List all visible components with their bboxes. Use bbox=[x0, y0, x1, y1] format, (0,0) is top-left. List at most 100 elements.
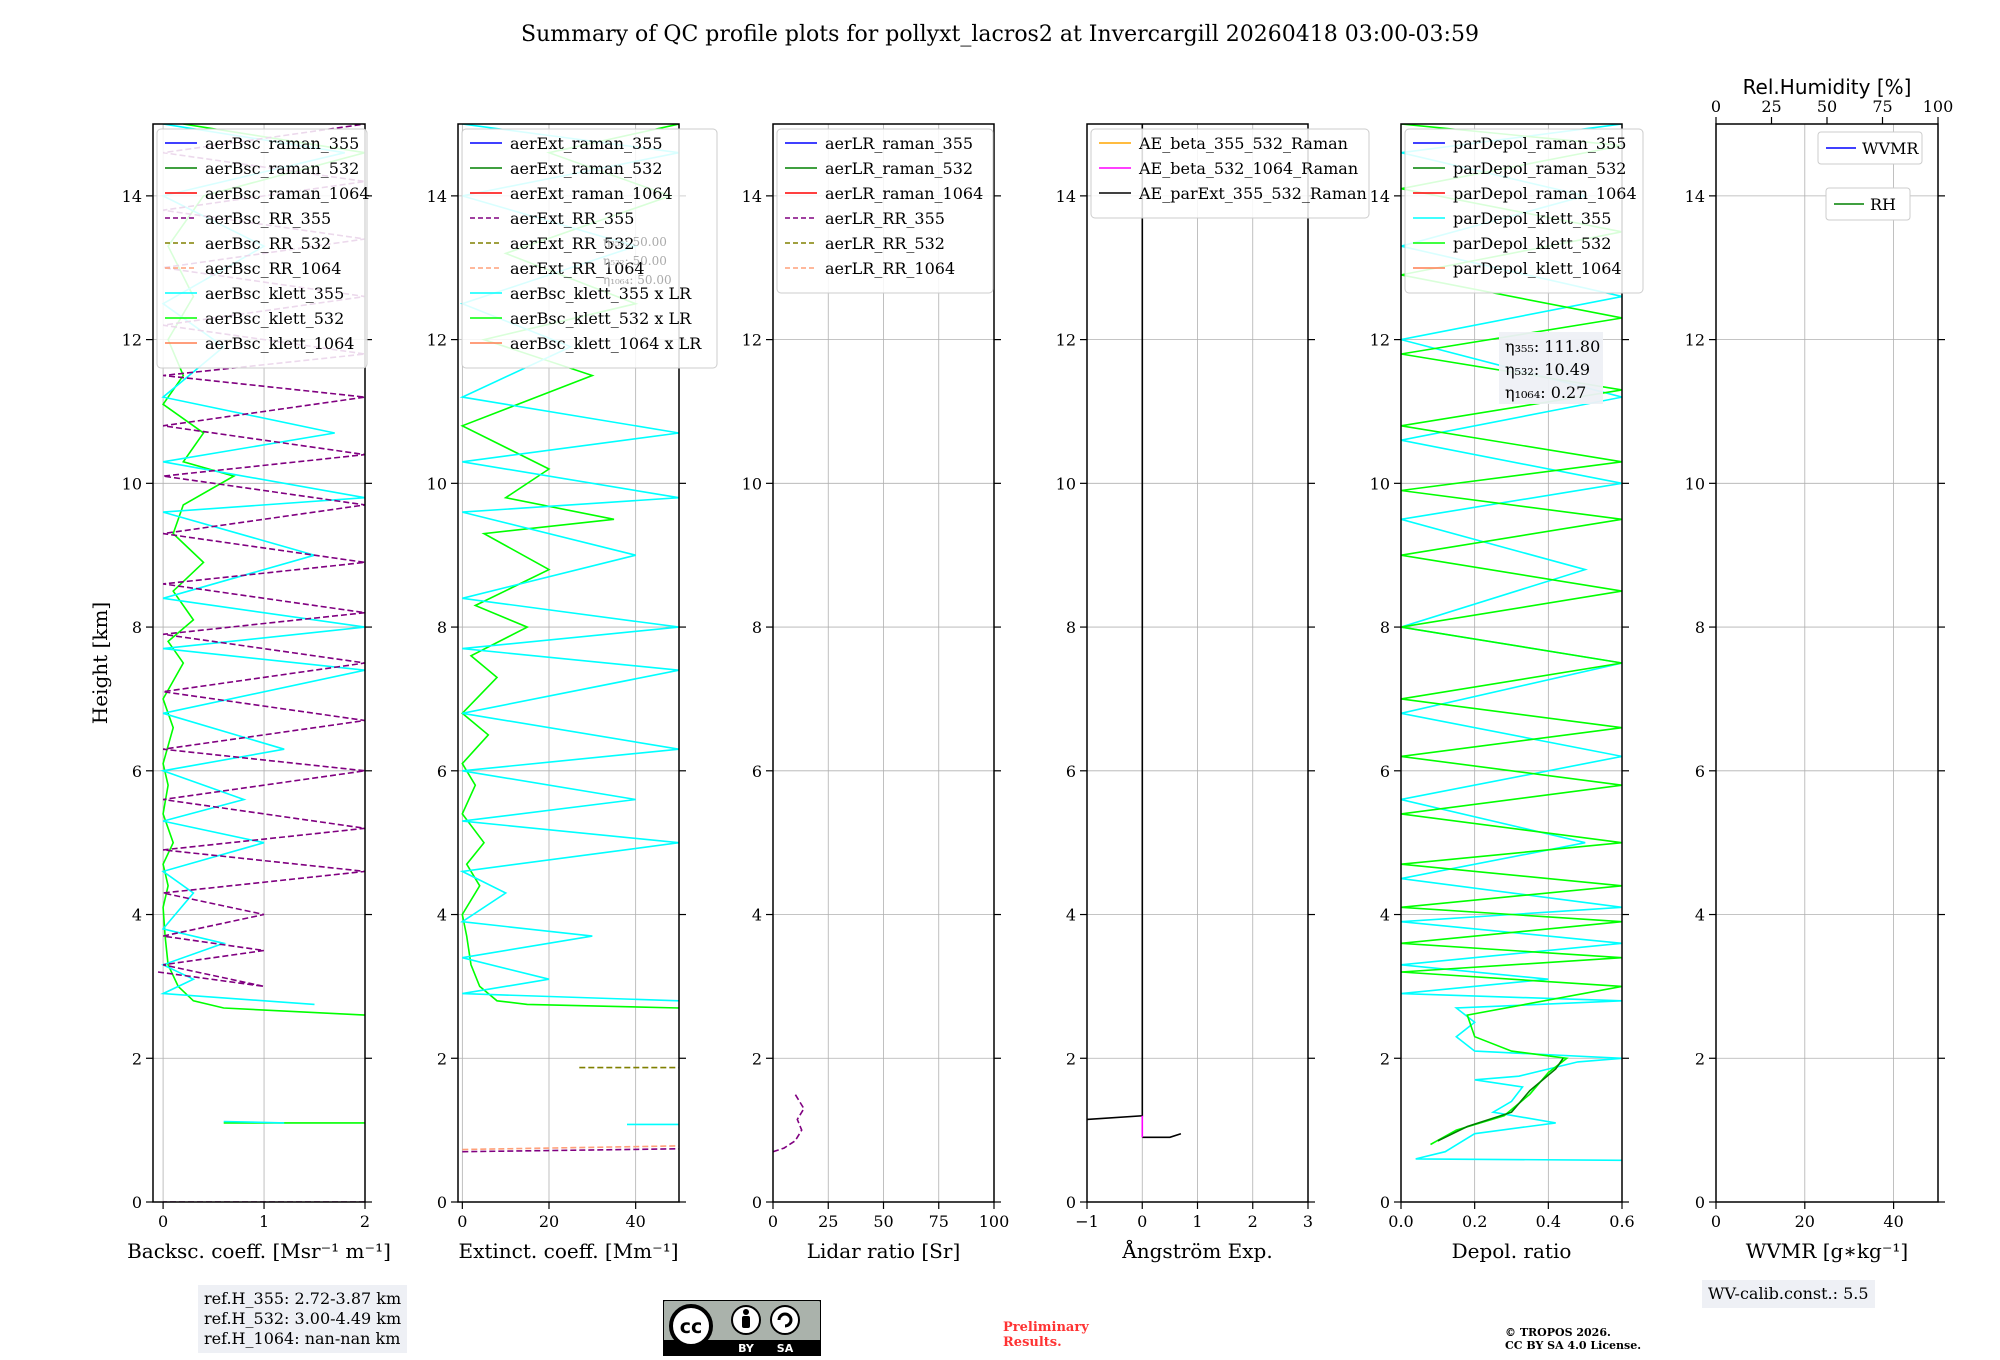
x-tick-label: 0.2 bbox=[1462, 1212, 1487, 1231]
top-x-tick-label: 50 bbox=[1817, 97, 1837, 116]
eta-annotation: η₅₃₂: 50.00 bbox=[603, 254, 667, 268]
legend-box bbox=[1090, 128, 1370, 219]
legend-box bbox=[156, 128, 368, 369]
y-tick-label: 4 bbox=[132, 906, 142, 925]
legend-label: parDepol_klett_355 bbox=[1453, 209, 1611, 228]
y-tick-label: 0 bbox=[437, 1193, 447, 1212]
x-tick-label: 3 bbox=[1303, 1212, 1313, 1231]
legend-label: aerLR_RR_1064 bbox=[825, 259, 955, 278]
axes-frame bbox=[1400, 123, 1623, 1203]
panel-depol: 0 2 4 6 8 10 12 14 0.0 0.2 0.4 0.6 Depol. ratio parDe… bbox=[1370, 123, 1644, 1263]
legend-box bbox=[461, 128, 718, 369]
x-tick-label: 40 bbox=[625, 1212, 645, 1231]
y-tick-label: 4 bbox=[1380, 906, 1390, 925]
series-line-aerext-rr-355 bbox=[462, 1148, 679, 1153]
preliminary-line-2: Results. bbox=[1003, 1335, 1062, 1350]
x-axis-label: WVMR [g∗kg⁻¹] bbox=[1746, 1239, 1908, 1263]
x-tick-label: 0 bbox=[1711, 1212, 1721, 1231]
x-tick-label: 0.4 bbox=[1536, 1212, 1561, 1231]
y-tick-label: 6 bbox=[1695, 762, 1705, 781]
panel-wv: 0 2 4 6 8 10 12 14 0 20 40 WVMR [g∗kg⁻¹] 0 25 50 75 100 R… bbox=[1685, 75, 1954, 1263]
eta-annotation: η₅₃₂: 10.49 bbox=[1505, 360, 1590, 379]
y-tick-label: 4 bbox=[1695, 906, 1705, 925]
x-tick-label: 75 bbox=[929, 1212, 949, 1231]
x-tick-label: 1 bbox=[1192, 1212, 1202, 1231]
y-tick-label: 8 bbox=[1066, 618, 1076, 637]
ref-height-355: ref.H_355: 2.72-3.87 km bbox=[204, 1289, 402, 1308]
axes-frame bbox=[1715, 123, 1939, 1203]
y-tick-label: 2 bbox=[132, 1049, 142, 1068]
legend-label: aerLR_RR_355 bbox=[825, 209, 945, 228]
legend-label: aerBsc_raman_355 bbox=[205, 134, 359, 153]
y-tick-label: 10 bbox=[427, 474, 447, 493]
y-tick-label: 6 bbox=[1380, 762, 1390, 781]
y-tick-label: 12 bbox=[1370, 331, 1390, 350]
cc-logo-text: cc bbox=[680, 1316, 703, 1338]
x-tick-label: 0.0 bbox=[1388, 1212, 1413, 1231]
series-line-pardepol-klett-532 bbox=[1401, 124, 1622, 1146]
legend-label: aerBsc_raman_1064 bbox=[205, 184, 370, 203]
series-line-aerbsc-rr-355 bbox=[157, 124, 365, 988]
legend-box bbox=[1404, 128, 1644, 294]
x-tick-label: 0.6 bbox=[1609, 1212, 1634, 1231]
legend-label: aerBsc_klett_532 x LR bbox=[510, 309, 692, 328]
y-tick-label: 4 bbox=[1066, 906, 1076, 925]
y-tick-label: 0 bbox=[132, 1193, 142, 1212]
y-tick-label: 6 bbox=[1066, 762, 1076, 781]
x-tick-label: 20 bbox=[539, 1212, 559, 1231]
wv-calibration-constant: WV-calib.const.: 5.5 bbox=[1708, 1284, 1869, 1303]
top-x-tick-label: 0 bbox=[1711, 97, 1721, 116]
y-tick-label: 2 bbox=[1695, 1049, 1705, 1068]
x-tick-label: 0 bbox=[1137, 1212, 1147, 1231]
legend-label: aerLR_raman_355 bbox=[825, 134, 973, 153]
x-axis-label: Backsc. coeff. [Msr⁻¹ m⁻¹] bbox=[127, 1239, 391, 1263]
legend-label: aerBsc_raman_532 bbox=[205, 159, 359, 178]
eta-annotation: η₃₅₅: 111.80 bbox=[1505, 337, 1600, 356]
ref-height-532: ref.H_532: 3.00-4.49 km bbox=[204, 1309, 402, 1328]
preliminary-notice: Preliminary Results. bbox=[1003, 1320, 1089, 1350]
legend-label: parDepol_raman_532 bbox=[1453, 159, 1626, 178]
legend-label: aerExt_RR_1064 bbox=[510, 259, 645, 278]
y-tick-label: 0 bbox=[752, 1193, 762, 1212]
x-tick-label: 20 bbox=[1795, 1212, 1815, 1231]
y-tick-label: 14 bbox=[427, 187, 447, 206]
y-tick-label: 14 bbox=[1370, 187, 1390, 206]
legend-label: AE_beta_355_532_Raman bbox=[1138, 134, 1348, 153]
x-tick-label: −1 bbox=[1075, 1212, 1099, 1231]
y-tick-label: 8 bbox=[1695, 618, 1705, 637]
series-group-depol bbox=[1401, 124, 1622, 1162]
legend-label: aerBsc_RR_1064 bbox=[205, 259, 341, 278]
reference-height-box: ref.H_355: 2.72-3.87 km ref.H_532: 3.00-… bbox=[198, 1285, 408, 1353]
y-tick-label: 10 bbox=[1685, 474, 1705, 493]
series-line-ae-parext-355-532-raman bbox=[1087, 124, 1144, 1121]
y-tick-label: 8 bbox=[437, 618, 447, 637]
legend-label: aerBsc_klett_1064 x LR bbox=[510, 334, 702, 353]
y-tick-label: 14 bbox=[1056, 187, 1076, 206]
figure-title: Summary of QC profile plots for pollyxt_… bbox=[521, 22, 1479, 47]
y-tick-label: 8 bbox=[132, 618, 142, 637]
legend-label: aerLR_RR_532 bbox=[825, 234, 945, 253]
y-tick-label: 12 bbox=[1056, 331, 1076, 350]
legend-label: parDepol_klett_532 bbox=[1453, 234, 1611, 253]
cc-by-sa-license-logo: cc BY SA bbox=[663, 1300, 821, 1356]
y-tick-label: 4 bbox=[437, 906, 447, 925]
y-tick-label: 8 bbox=[1380, 618, 1390, 637]
legend-label: aerExt_raman_355 bbox=[510, 134, 663, 153]
y-tick-label: 2 bbox=[437, 1049, 447, 1068]
axes-frame bbox=[152, 123, 366, 1203]
copyright-line-2: CC BY SA 4.0 License. bbox=[1505, 1339, 1642, 1352]
y-tick-label: 14 bbox=[122, 187, 142, 206]
series-line-aerlr-rr-355 bbox=[773, 1093, 805, 1153]
legend-label: aerLR_raman_532 bbox=[825, 159, 973, 178]
series-group-ae bbox=[1087, 124, 1182, 1139]
copyright-notice: © TROPOS 2026. CC BY SA 4.0 License. bbox=[1505, 1326, 1641, 1352]
wv-calibration-box: WV-calib.const.: 5.5 bbox=[1702, 1280, 1875, 1308]
x-tick-label: 1 bbox=[259, 1212, 269, 1231]
legend-box bbox=[1817, 131, 1923, 165]
legend-label: AE_parExt_355_532_Raman bbox=[1138, 184, 1367, 203]
x-axis-label: Lidar ratio [Sr] bbox=[807, 1239, 961, 1263]
eta-annotation: η₃₅₅: 50.00 bbox=[603, 235, 667, 249]
eta-annotation-box bbox=[1499, 332, 1603, 404]
